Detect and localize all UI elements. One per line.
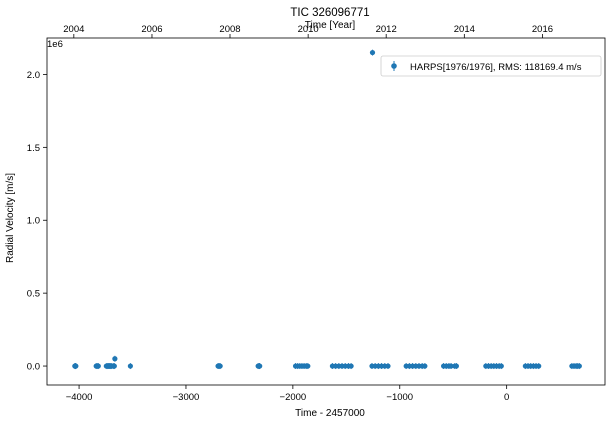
y-offset-label: 1e6 [47,39,63,50]
legend: HARPS[1976/1976], RMS: 118169.4 m/s [380,55,602,77]
y-tick-label: 0.0 [27,362,40,373]
chart-title: TIC 326096771 [290,7,369,19]
data-point [72,363,78,369]
x-tick-label: −2000 [280,392,307,403]
data-points [72,49,582,370]
legend-box [380,55,602,77]
data-point [498,363,504,369]
data-point [95,363,101,369]
data-point [576,363,582,369]
data-point [217,363,223,369]
top-x-axis-label: Time [Year] [305,20,356,31]
top-x-tick-label: 2014 [454,24,475,35]
legend-label: HARPS[1976/1976], RMS: 118169.4 m/s [410,62,582,73]
data-point [422,363,428,369]
x-tick-label: −4000 [66,392,93,403]
y-tick-label: 1.0 [27,216,40,227]
data-point [536,363,542,369]
data-point [369,49,376,56]
top-x-tick-label: 2010 [298,24,319,35]
x-tick-label: 0 [504,392,509,403]
top-x-tick-label: 2004 [63,24,84,35]
data-point [257,363,263,369]
data-point [305,363,311,369]
y-tick-label: 0.5 [27,289,40,300]
data-point [448,363,454,369]
top-x-tick-label: 2016 [532,24,553,35]
data-point [111,363,117,369]
axis-ticks: −4000 −3000 −2000 −1000 0 2004 2006 2008 2010 201… [27,24,553,403]
x-tick-label: −1000 [386,392,413,403]
legend-marker-icon [391,63,397,69]
plot-frame [46,37,606,386]
y-axis-label: Radial Velocity [m/s] [5,173,16,263]
data-point [385,363,391,369]
top-x-tick-label: 2012 [376,24,397,35]
top-x-tick-label: 2008 [219,24,240,35]
data-point [453,363,460,369]
data-point [348,363,354,369]
data-point [127,363,133,369]
data-point [112,356,118,362]
top-x-tick-label: 2006 [141,24,162,35]
y-tick-label: 1.5 [27,143,40,154]
x-axis-label: Time - 2457000 [295,408,365,419]
y-tick-label: 2.0 [27,70,40,81]
x-tick-label: −3000 [173,392,200,403]
